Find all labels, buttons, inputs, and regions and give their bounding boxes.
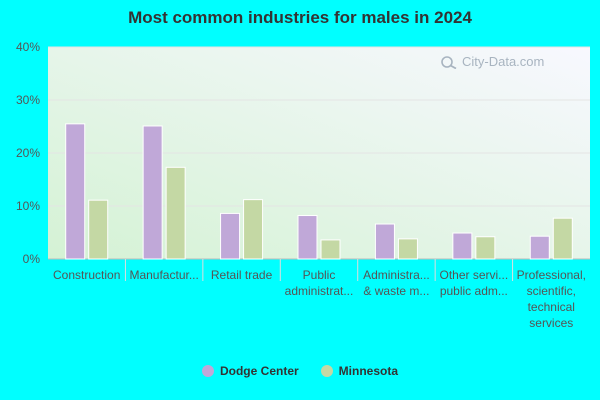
legend-item-minnesota: Minnesota bbox=[320, 364, 399, 378]
bar-dodge-center bbox=[220, 212, 241, 260]
chart-legend: Dodge Center Minnesota bbox=[0, 364, 600, 378]
magnifier-icon bbox=[441, 55, 457, 69]
legend-label-minnesota: Minnesota bbox=[338, 364, 399, 378]
x-tick-label: Professional, scientific, technical service… bbox=[517, 268, 586, 330]
bar-minnesota bbox=[165, 166, 186, 260]
bar-chart: 0% 10% 20% 30% 40% Construction Manufactur...… bbox=[16, 40, 590, 330]
bar-minnesota bbox=[475, 236, 496, 260]
bar-minnesota bbox=[88, 199, 109, 260]
legend-label-dodge-center: Dodge Center bbox=[219, 364, 299, 378]
bar-dodge-center bbox=[374, 223, 395, 260]
bar-minnesota bbox=[397, 238, 418, 260]
legend-swatch-dodge-center bbox=[201, 365, 214, 377]
x-tick-label: Public administrat... bbox=[285, 268, 354, 298]
legend-swatch-minnesota bbox=[320, 365, 333, 377]
bar-dodge-center bbox=[65, 123, 86, 260]
bar-dodge-center bbox=[529, 235, 550, 260]
bar-dodge-center bbox=[297, 215, 318, 260]
y-tick-label: 40% bbox=[16, 40, 40, 54]
y-tick-label: 0% bbox=[23, 252, 41, 266]
bar-dodge-center bbox=[452, 232, 473, 260]
legend-item-dodge-center: Dodge Center bbox=[201, 364, 299, 378]
x-tick-label: Manufactur... bbox=[129, 268, 198, 282]
bar-minnesota bbox=[320, 239, 341, 260]
bar-dodge-center bbox=[142, 125, 163, 260]
x-tick-label: Other servi... public adm... bbox=[440, 268, 509, 298]
x-tick-label: Retail trade bbox=[211, 268, 273, 282]
y-tick-label: 20% bbox=[16, 146, 40, 160]
y-tick-label: 10% bbox=[16, 199, 40, 213]
y-tick-label: 30% bbox=[16, 93, 40, 107]
bar-minnesota bbox=[243, 199, 264, 260]
x-tick-label: Administra... & waste m... bbox=[363, 268, 430, 298]
chart-title: Most common industries for males in 2024 bbox=[128, 8, 472, 27]
watermark: City-Data.com bbox=[440, 54, 544, 69]
bar-minnesota bbox=[552, 217, 573, 260]
watermark-text: City-Data.com bbox=[462, 54, 545, 69]
x-tick-label: Construction bbox=[53, 268, 120, 282]
